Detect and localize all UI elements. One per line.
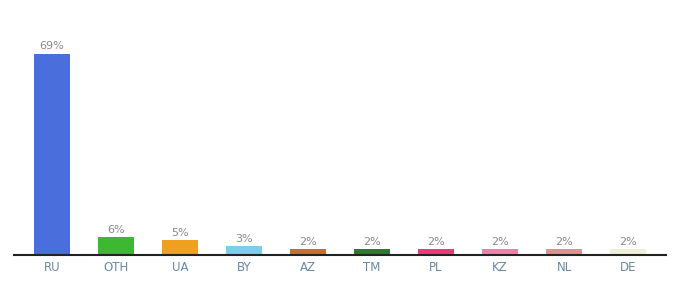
Bar — [163, 240, 198, 255]
Bar — [354, 249, 390, 255]
Text: 2%: 2% — [299, 237, 317, 247]
Text: 6%: 6% — [107, 225, 125, 235]
Bar — [611, 249, 645, 255]
Bar — [482, 249, 517, 255]
Text: 2%: 2% — [491, 237, 509, 247]
Bar — [290, 249, 326, 255]
Text: 2%: 2% — [363, 237, 381, 247]
Bar — [547, 249, 581, 255]
Bar — [99, 238, 133, 255]
Text: 2%: 2% — [555, 237, 573, 247]
Text: 3%: 3% — [235, 234, 253, 244]
Text: 2%: 2% — [619, 237, 637, 247]
Text: 5%: 5% — [171, 228, 189, 238]
Bar — [418, 249, 454, 255]
Text: 2%: 2% — [427, 237, 445, 247]
Bar — [35, 53, 69, 255]
Text: 69%: 69% — [39, 41, 65, 51]
Bar — [226, 246, 262, 255]
